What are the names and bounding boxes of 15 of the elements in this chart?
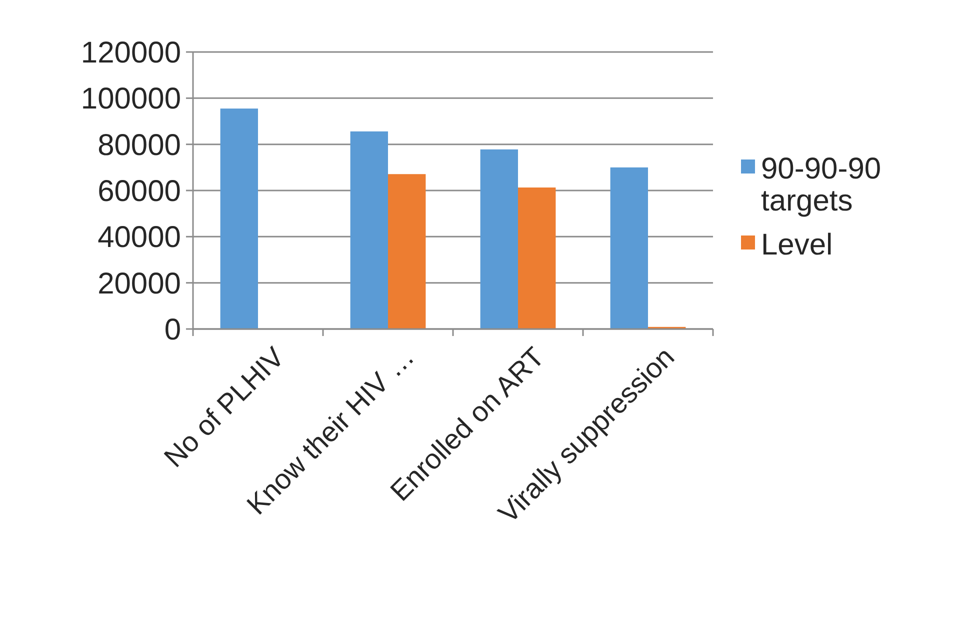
bar — [610, 167, 648, 329]
bar — [220, 108, 258, 329]
bar — [480, 149, 518, 329]
legend-label: Level — [761, 228, 833, 262]
y-tick-label: 120000 — [80, 36, 181, 70]
bar — [518, 188, 556, 329]
legend-label: 90-90-90 targets — [761, 152, 882, 218]
bar — [350, 131, 388, 329]
bar — [388, 174, 426, 329]
y-tick-label: 0 — [164, 314, 181, 346]
y-tick-label: 20000 — [98, 267, 181, 300]
y-tick-label: 40000 — [98, 221, 181, 254]
y-tick-label: 80000 — [98, 128, 181, 162]
y-tick-label: 60000 — [98, 175, 181, 208]
y-tick-label: 100000 — [80, 82, 181, 116]
